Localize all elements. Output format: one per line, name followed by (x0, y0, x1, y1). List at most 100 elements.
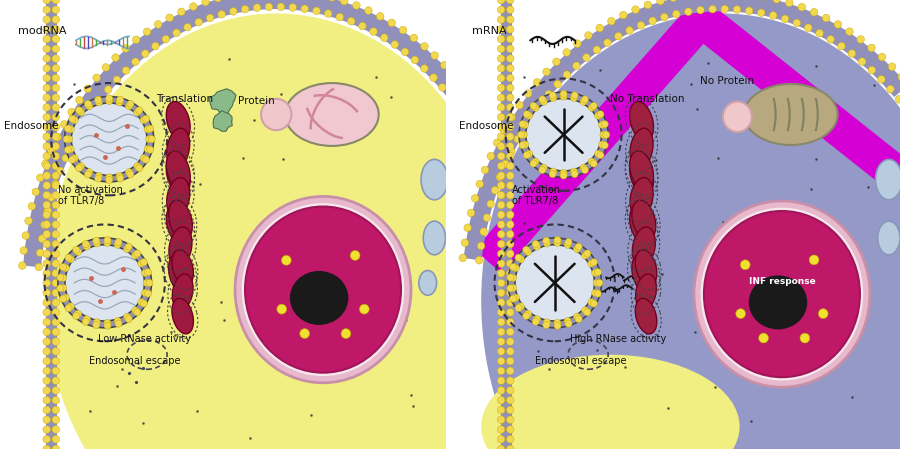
Circle shape (52, 221, 59, 228)
Circle shape (132, 36, 140, 44)
Circle shape (253, 4, 261, 12)
Circle shape (177, 8, 185, 16)
Circle shape (498, 230, 505, 238)
Circle shape (22, 232, 30, 239)
Ellipse shape (235, 197, 411, 383)
Circle shape (43, 0, 50, 4)
Circle shape (581, 167, 589, 174)
Circle shape (591, 289, 599, 296)
Circle shape (324, 10, 332, 18)
Circle shape (509, 274, 517, 282)
Circle shape (52, 26, 59, 33)
Circle shape (62, 154, 69, 162)
Circle shape (507, 416, 514, 423)
Circle shape (48, 194, 55, 201)
Circle shape (52, 133, 59, 141)
Circle shape (76, 107, 83, 114)
Circle shape (697, 6, 704, 14)
Circle shape (43, 308, 50, 316)
Circle shape (590, 102, 598, 110)
Ellipse shape (242, 203, 404, 376)
Circle shape (52, 250, 59, 258)
Circle shape (498, 279, 505, 287)
Circle shape (498, 387, 505, 394)
Circle shape (63, 136, 70, 143)
Circle shape (43, 45, 50, 53)
Circle shape (543, 68, 550, 76)
Circle shape (601, 121, 608, 128)
Circle shape (39, 235, 46, 242)
Circle shape (96, 96, 104, 104)
Circle shape (543, 321, 550, 329)
Circle shape (515, 304, 522, 312)
Circle shape (507, 104, 514, 111)
Circle shape (518, 303, 525, 310)
Circle shape (336, 13, 344, 21)
Circle shape (498, 396, 505, 404)
Circle shape (116, 99, 123, 106)
Circle shape (512, 294, 519, 301)
Ellipse shape (723, 101, 752, 132)
Circle shape (498, 162, 505, 170)
Circle shape (507, 123, 514, 131)
Ellipse shape (878, 221, 900, 255)
Circle shape (467, 94, 475, 101)
Circle shape (475, 106, 483, 113)
Circle shape (573, 313, 580, 321)
Circle shape (376, 13, 384, 20)
Circle shape (52, 308, 59, 316)
Circle shape (496, 173, 504, 181)
Circle shape (146, 279, 153, 286)
Text: mRNA: mRNA (472, 26, 507, 36)
Circle shape (886, 85, 895, 93)
Circle shape (36, 249, 44, 257)
Circle shape (597, 151, 604, 158)
Circle shape (805, 24, 812, 31)
Circle shape (507, 16, 514, 23)
Text: Protein: Protein (238, 96, 275, 106)
Circle shape (43, 84, 50, 92)
Circle shape (498, 308, 505, 316)
Circle shape (95, 99, 103, 106)
Circle shape (340, 0, 348, 5)
Circle shape (509, 295, 517, 302)
Circle shape (43, 289, 50, 297)
Circle shape (52, 94, 59, 101)
Circle shape (498, 191, 505, 199)
Circle shape (498, 416, 505, 423)
Polygon shape (632, 200, 656, 240)
Circle shape (507, 426, 514, 433)
Circle shape (896, 96, 900, 103)
Circle shape (43, 279, 50, 287)
Circle shape (530, 160, 537, 167)
Circle shape (66, 136, 73, 143)
Circle shape (52, 191, 59, 199)
Circle shape (498, 426, 505, 433)
Circle shape (230, 8, 237, 15)
Circle shape (464, 224, 472, 232)
Circle shape (575, 316, 582, 323)
Circle shape (848, 50, 856, 57)
Circle shape (52, 230, 59, 238)
Circle shape (43, 426, 50, 433)
Circle shape (115, 320, 122, 327)
Circle shape (560, 169, 567, 176)
Circle shape (431, 52, 438, 59)
Circle shape (572, 171, 578, 178)
Circle shape (461, 239, 469, 247)
Circle shape (60, 121, 68, 128)
Circle shape (43, 35, 50, 43)
Circle shape (68, 156, 76, 163)
Circle shape (52, 45, 59, 53)
Circle shape (507, 274, 514, 281)
Ellipse shape (876, 159, 900, 200)
Circle shape (463, 115, 470, 123)
Circle shape (140, 300, 148, 307)
Circle shape (550, 94, 557, 101)
Circle shape (498, 123, 505, 131)
Ellipse shape (71, 103, 147, 176)
Circle shape (57, 167, 64, 175)
Circle shape (289, 4, 297, 11)
Circle shape (507, 84, 514, 92)
Circle shape (447, 94, 454, 101)
